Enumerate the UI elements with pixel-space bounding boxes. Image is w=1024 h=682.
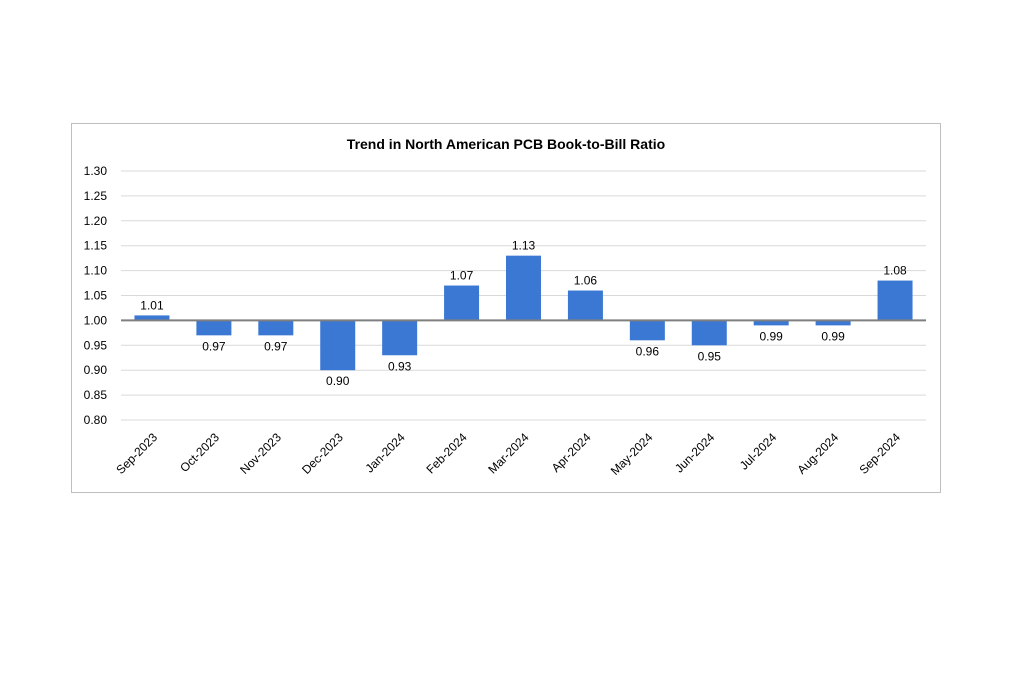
bar bbox=[629, 320, 665, 341]
bar bbox=[258, 320, 294, 336]
x-axis-ticks: Sep-2023 Oct-2023 Nov-2023 Dec-2023 Jan-2024… bbox=[113, 430, 903, 478]
bar bbox=[134, 315, 170, 321]
data-label: 0.99 bbox=[821, 329, 845, 343]
gridlines bbox=[121, 170, 926, 421]
data-label: 0.99 bbox=[760, 329, 784, 343]
x-tick-label: Oct-2023 bbox=[177, 430, 222, 475]
data-label: 1.07 bbox=[450, 269, 474, 283]
x-tick-label: Apr-2024 bbox=[549, 430, 594, 475]
data-label: 0.90 bbox=[326, 374, 350, 388]
data-label: 1.06 bbox=[574, 274, 598, 288]
data-label: 1.08 bbox=[883, 264, 907, 278]
bar bbox=[753, 320, 789, 326]
chart-title: Trend in North American PCB Book-to-Bill… bbox=[347, 136, 665, 152]
y-tick-label: 1.15 bbox=[84, 239, 108, 253]
data-label: 0.95 bbox=[698, 349, 722, 363]
x-tick-label: Nov-2023 bbox=[237, 430, 284, 477]
data-label: 0.96 bbox=[636, 344, 660, 358]
bar bbox=[196, 320, 232, 336]
y-tick-label: 0.90 bbox=[84, 363, 108, 377]
bar bbox=[444, 285, 480, 321]
x-tick-label: Dec-2023 bbox=[299, 430, 346, 477]
bar bbox=[691, 320, 727, 346]
y-tick-label: 0.80 bbox=[84, 413, 108, 427]
x-tick-label: Jun-2024 bbox=[672, 430, 718, 476]
data-labels: 1.01 0.97 0.97 0.90 0.93 1.07 1.13 1.06 0.96 0.95… bbox=[140, 239, 907, 389]
data-label: 0.97 bbox=[264, 339, 288, 353]
y-tick-label: 0.95 bbox=[84, 338, 108, 352]
bars bbox=[134, 255, 913, 371]
x-tick-label: May-2024 bbox=[608, 430, 656, 478]
x-tick-label: Jul-2024 bbox=[737, 430, 780, 473]
x-tick-label: Mar-2024 bbox=[485, 430, 531, 476]
y-tick-label: 1.20 bbox=[84, 214, 108, 228]
y-axis-ticks: 0.80 0.85 0.90 0.95 1.00 1.05 1.10 1.15 1.20 1.25… bbox=[84, 164, 108, 427]
bar bbox=[567, 290, 603, 321]
y-tick-label: 1.05 bbox=[84, 289, 108, 303]
y-tick-label: 1.25 bbox=[84, 189, 108, 203]
x-tick-label: Sep-2024 bbox=[856, 430, 903, 477]
x-tick-label: Sep-2023 bbox=[113, 430, 160, 477]
bar bbox=[506, 255, 541, 321]
data-label: 1.01 bbox=[140, 298, 164, 312]
bar bbox=[877, 280, 913, 321]
y-tick-label: 1.00 bbox=[84, 313, 108, 327]
data-label: 0.93 bbox=[388, 359, 412, 373]
y-tick-label: 0.85 bbox=[84, 388, 108, 402]
y-tick-label: 1.30 bbox=[84, 164, 108, 178]
data-label: 0.97 bbox=[202, 339, 226, 353]
x-tick-label: Jan-2024 bbox=[362, 430, 408, 476]
x-tick-label: Aug-2024 bbox=[795, 430, 842, 477]
bar bbox=[382, 320, 418, 356]
bar bbox=[815, 320, 851, 326]
bar bbox=[320, 320, 356, 371]
x-tick-label: Feb-2024 bbox=[423, 430, 469, 476]
y-tick-label: 1.10 bbox=[84, 264, 108, 278]
data-label: 1.13 bbox=[512, 239, 536, 253]
